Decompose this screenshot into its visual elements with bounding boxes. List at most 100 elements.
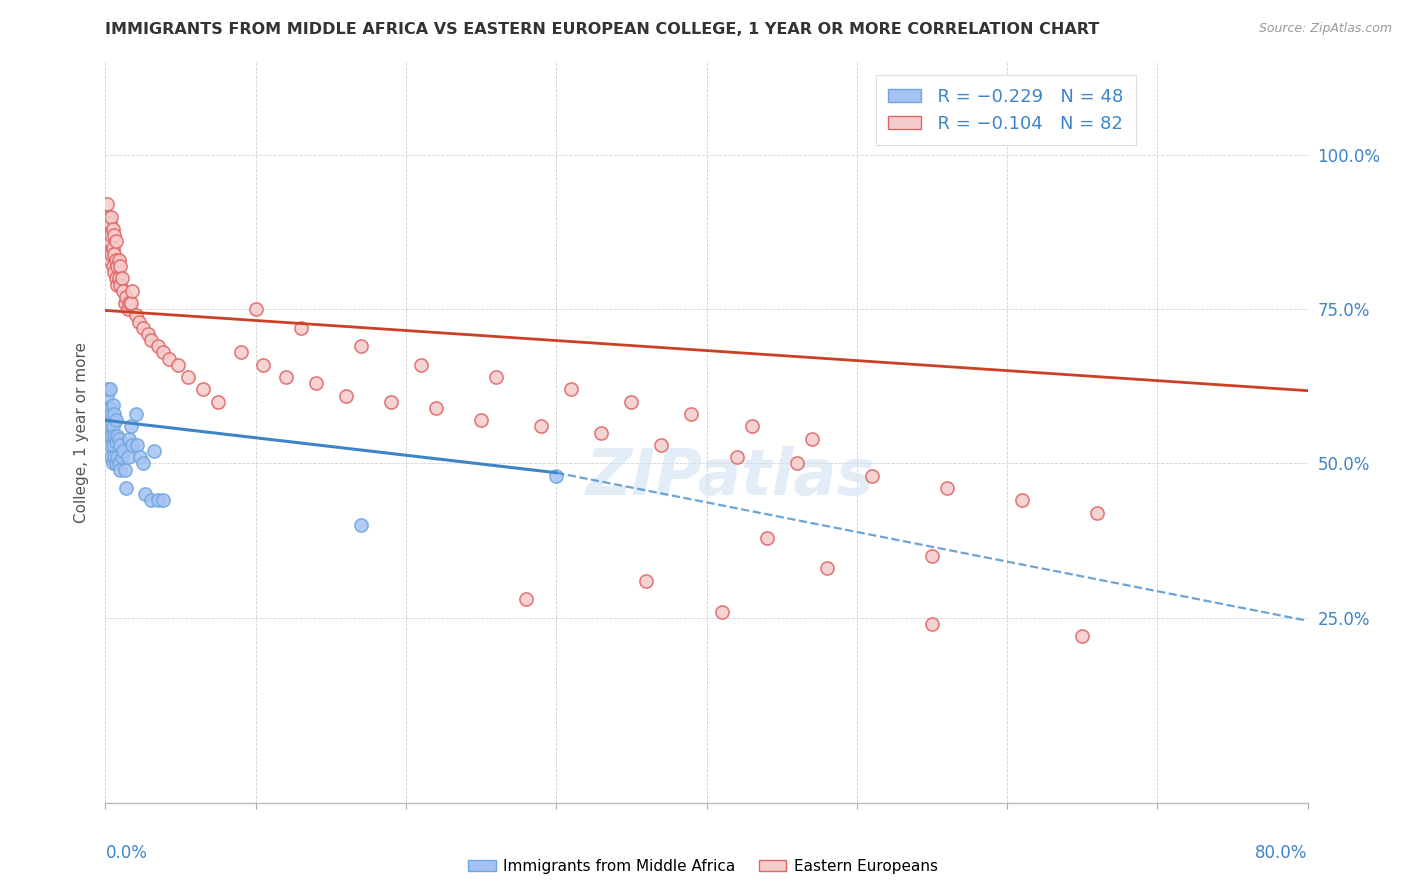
Point [229,345,252,359]
Point [681,407,703,421]
Point [97,425,120,440]
Point [470,413,492,427]
Point [152,345,174,359]
Point [142,444,165,458]
Point [921,616,943,631]
Point [139,333,162,347]
Point [591,425,613,440]
Point [786,457,808,471]
Point [121,438,143,452]
Point [815,561,838,575]
Point [96,401,118,415]
Point [650,438,672,452]
Point [134,487,156,501]
Point [620,394,643,409]
Point [636,574,658,588]
Point [111,450,134,465]
Point [110,277,132,292]
Point [350,339,373,353]
Point [125,438,148,452]
Point [103,246,125,260]
Point [101,241,124,255]
Point [101,222,124,236]
Point [104,413,127,427]
Point [115,290,138,304]
Point [98,438,121,452]
Point [121,284,143,298]
Point [755,531,778,545]
Point [274,370,297,384]
Point [409,358,432,372]
Point [98,252,121,267]
Point [139,493,162,508]
Point [124,407,146,421]
Point [152,493,174,508]
Legend:   R = −0.229   N = 48,   R = −0.104   N = 82: R = −0.229 N = 48, R = −0.104 N = 82 [876,75,1136,145]
Point [108,457,131,471]
Point [98,383,121,397]
Point [146,339,169,353]
Text: IMMIGRANTS FROM MIDDLE AFRICA VS EASTERN EUROPEAN COLLEGE, 1 YEAR OR MORE CORREL: IMMIGRANTS FROM MIDDLE AFRICA VS EASTERN… [105,22,1099,37]
Point [100,407,122,421]
Point [485,370,508,384]
Point [146,493,169,508]
Point [290,320,312,334]
Point [108,271,131,285]
Point [252,358,274,372]
Point [245,302,267,317]
Point [177,370,200,384]
Point [132,320,155,334]
Point [115,481,138,495]
Point [97,383,120,397]
Text: 0.0%: 0.0% [105,844,148,862]
Point [110,463,132,477]
Point [515,592,537,607]
Point [101,259,124,273]
Point [104,252,127,267]
Point [114,463,136,477]
Point [98,235,121,249]
Point [98,419,121,434]
Point [103,428,125,442]
Point [98,401,121,415]
Point [1085,506,1108,520]
Point [335,389,357,403]
Point [129,450,152,465]
Point [97,246,120,260]
Point [546,468,568,483]
Point [104,457,127,471]
Point [107,277,129,292]
Point [110,438,132,452]
Text: Source: ZipAtlas.com: Source: ZipAtlas.com [1258,22,1392,36]
Point [112,284,135,298]
Point [710,605,733,619]
Point [101,398,124,412]
Point [100,450,122,465]
Point [191,383,214,397]
Point [117,302,139,317]
Point [108,252,131,267]
Point [741,419,763,434]
Point [107,259,129,273]
Point [97,210,120,224]
Point [1071,629,1094,643]
Point [103,407,125,421]
Point [350,518,373,533]
Point [100,228,122,243]
Point [111,271,134,285]
Point [800,432,823,446]
Point [117,450,139,465]
Point [104,235,127,249]
Point [936,481,959,495]
Point [103,450,125,465]
Point [157,351,180,366]
Point [96,235,118,249]
Point [103,265,125,279]
Point [560,383,582,397]
Point [425,401,447,415]
Point [108,432,131,446]
Text: 80.0%: 80.0% [1256,844,1308,862]
Point [120,296,142,310]
Point [120,419,142,434]
Point [112,444,135,458]
